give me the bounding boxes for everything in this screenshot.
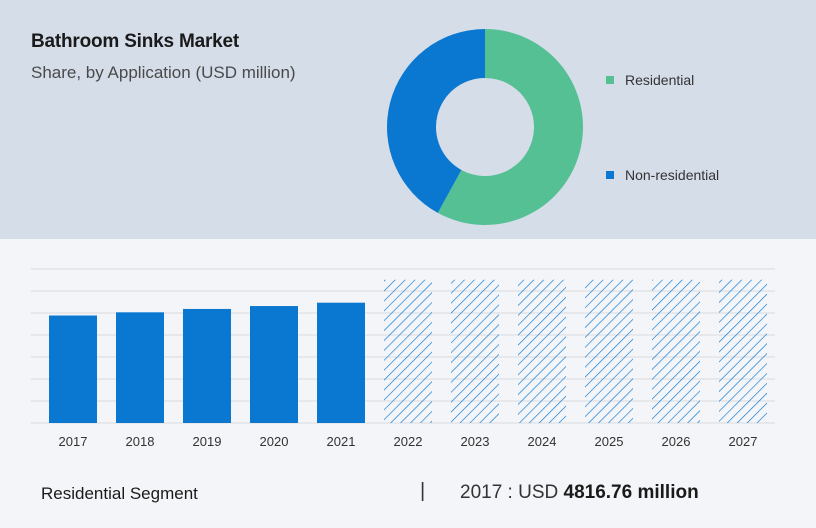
x-tick-label: 2017	[59, 434, 88, 449]
forecast-bar-2026	[652, 279, 700, 423]
x-tick-label: 2020	[260, 434, 289, 449]
x-tick-label: 2024	[528, 434, 557, 449]
legend-item-non-residential: Non-residential	[606, 167, 719, 183]
legend-label-residential: Residential	[625, 72, 695, 88]
x-tick-label: 2023	[461, 434, 490, 449]
forecast-bar-2023	[451, 279, 499, 423]
x-tick-label: 2026	[662, 434, 691, 449]
bar-2020	[250, 306, 298, 423]
bar-2018	[116, 312, 164, 423]
chart-title: Bathroom Sinks Market	[31, 31, 240, 52]
bar-2017	[49, 315, 97, 423]
x-tick-label: 2018	[126, 434, 155, 449]
forecast-bar-2025	[585, 279, 633, 423]
forecast-bar-2022	[384, 279, 432, 423]
legend-label-non-residential: Non-residential	[625, 167, 720, 183]
footer-value: 2017 : USD 4816.76 million	[460, 482, 699, 504]
footer-amount: 4816.76 million	[563, 482, 699, 503]
bar-chart: 2017 2018 2019 2020 2021 2022 2023 2024 2025 2026…	[31, 268, 775, 449]
footer-segment-label: Residential Segment	[41, 484, 198, 503]
forecast-bar-2027	[719, 279, 767, 423]
bar-2019	[183, 308, 231, 423]
legend-item-residential: Residential	[606, 72, 694, 88]
legend-swatch-residential	[606, 76, 614, 84]
x-tick-label: 2019	[193, 434, 222, 449]
footer-year-label: 2017 : USD	[460, 482, 564, 503]
x-tick-label: 2021	[327, 434, 356, 449]
bar-2021	[317, 302, 365, 423]
summary-panel: Bathroom Sinks Market Share, by Applicat…	[0, 0, 816, 239]
footer-divider: |	[420, 480, 426, 502]
x-tick-label: 2027	[729, 434, 758, 449]
chart-subtitle: Share, by Application (USD million)	[31, 63, 296, 82]
x-tick-label: 2022	[394, 434, 423, 449]
donut-slice-residential	[437, 29, 583, 225]
donut-slice-non-residential	[387, 29, 485, 213]
donut-chart	[387, 29, 583, 225]
legend-swatch-non-residential	[606, 171, 614, 179]
forecast-bar-2024	[518, 279, 566, 423]
x-tick-label: 2025	[595, 434, 624, 449]
